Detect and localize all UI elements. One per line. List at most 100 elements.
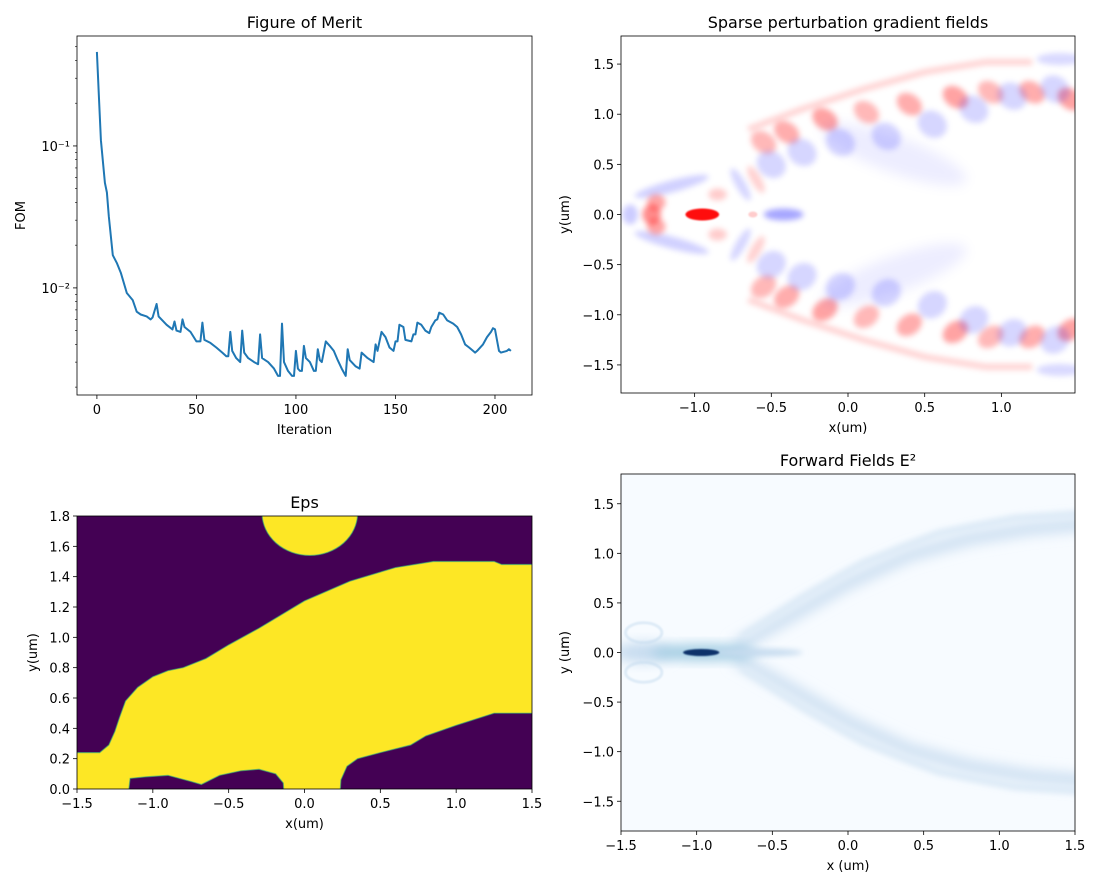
x-tick-label: 0.5 bbox=[913, 839, 934, 854]
y-tick-label: −1.0 bbox=[582, 309, 614, 324]
forward-field-axes: −1.5 −1.0 −0.5 0.0 0.5 1.0 1.5 1.5 1.0 0.5 0.0 −0.5… bbox=[558, 451, 1086, 874]
outer-red-arc bbox=[747, 59, 1033, 133]
blue-lobe bbox=[1040, 75, 1070, 103]
red-lobe bbox=[750, 275, 777, 299]
x-tick-label: −1.0 bbox=[137, 797, 169, 812]
blue-lobe bbox=[997, 82, 1027, 111]
blue-arc bbox=[634, 231, 709, 255]
blue-lobe bbox=[756, 150, 786, 179]
y-tick-label: 1.5 bbox=[593, 58, 614, 73]
x-tick-label: 0.0 bbox=[838, 839, 859, 854]
y-tick-label: 1.0 bbox=[593, 547, 614, 562]
eps-waveguide-region bbox=[77, 560, 532, 789]
chart-title: Figure of Merit bbox=[247, 13, 362, 32]
chart-title: Forward Fields E² bbox=[780, 451, 916, 470]
blue-lobe bbox=[787, 262, 817, 291]
red-lobe bbox=[750, 130, 777, 154]
y-axis-label: y (um) bbox=[558, 631, 573, 674]
red-lobe bbox=[853, 305, 880, 329]
blue-arc bbox=[730, 228, 751, 261]
x-tick-label: −1.0 bbox=[679, 401, 711, 416]
blue-lobe bbox=[959, 95, 989, 124]
blue-lobe bbox=[959, 305, 989, 334]
y-tick-label: 1.8 bbox=[49, 510, 70, 525]
x-tick-label: 0.0 bbox=[294, 797, 315, 812]
x-tick-label: 150 bbox=[383, 403, 408, 418]
y-tick-label: 1.0 bbox=[593, 108, 614, 123]
x-tick-label: 1.0 bbox=[989, 839, 1010, 854]
x-tick-label: −0.5 bbox=[213, 797, 245, 812]
chart-title: Eps bbox=[290, 493, 319, 512]
blue-lobe bbox=[1040, 326, 1070, 354]
blue-lobe bbox=[997, 318, 1027, 347]
x-axis-label: Iteration bbox=[277, 423, 332, 438]
field-lobe-arc bbox=[731, 517, 1075, 654]
y-tick-label: 10⁻¹ bbox=[41, 140, 70, 155]
red-lobe bbox=[773, 285, 800, 309]
x-tick-label: −0.5 bbox=[756, 401, 788, 416]
y-tick-label: −0.5 bbox=[582, 259, 614, 274]
eps-axes: −1.5 −1.0 −0.5 0.0 0.5 1.0 1.5 0.0 0.2 0.4 0.6 0.8 1… bbox=[26, 493, 543, 832]
y-axis-label: y(um) bbox=[26, 633, 41, 672]
x-tick-label: −1.5 bbox=[605, 839, 637, 854]
field-ring bbox=[624, 621, 664, 645]
axes-frame bbox=[76, 35, 533, 396]
x-tick-label: 0.5 bbox=[370, 797, 391, 812]
y-tick-label: −1.5 bbox=[582, 795, 614, 810]
y-tick-label: 0.0 bbox=[593, 647, 614, 662]
x-tick-label: 1.0 bbox=[446, 797, 467, 812]
y-tick-label: 1.4 bbox=[49, 571, 70, 586]
y-tick-label: 0.5 bbox=[593, 597, 614, 612]
y-tick-label: 0.0 bbox=[49, 783, 70, 798]
field-glow bbox=[711, 648, 803, 657]
field-lobe-arc bbox=[739, 510, 1075, 641]
field-lobe-arc bbox=[731, 651, 1075, 788]
red-lobe bbox=[977, 325, 1004, 349]
forward-field-image bbox=[621, 474, 1075, 831]
y-tick-label: 1.2 bbox=[49, 601, 70, 616]
y-tick-label: 1.5 bbox=[593, 498, 614, 513]
y-tick-label: −0.5 bbox=[582, 696, 614, 711]
blue-lobe bbox=[763, 208, 804, 221]
red-lobe bbox=[642, 204, 661, 225]
blue-lobe bbox=[917, 110, 947, 139]
field-lobe-arc bbox=[739, 664, 1075, 795]
blue-lobe bbox=[1036, 53, 1075, 66]
red-lobe bbox=[853, 100, 880, 124]
red-hotspot bbox=[685, 208, 720, 221]
x-tick-label: −1.5 bbox=[61, 797, 93, 812]
fom-axes: 0 50 100 150 200 10⁻¹ 10⁻² Figure of Merit Itera… bbox=[14, 13, 533, 438]
y-tick-label: 0.8 bbox=[49, 662, 70, 677]
x-axis-label: x (um) bbox=[827, 859, 870, 874]
x-tick-label: 200 bbox=[483, 403, 508, 418]
outer-red-arc bbox=[747, 296, 1033, 370]
y-tick-label: 10⁻² bbox=[41, 282, 70, 297]
red-lobe bbox=[748, 211, 758, 218]
blue-arc bbox=[634, 174, 709, 198]
gradient-field-axes: −1.0 −0.5 0.0 0.5 1.0 1.5 1.0 0.5 0.0 −0.5 −1.0 −1.… bbox=[558, 13, 1076, 436]
x-tick-label: 0 bbox=[93, 403, 101, 418]
y-tick-label: 1.0 bbox=[49, 631, 70, 646]
x-tick-label: 1.5 bbox=[522, 797, 543, 812]
x-tick-label: 1.0 bbox=[991, 401, 1012, 416]
eps-top-island bbox=[261, 516, 359, 557]
y-tick-label: −1.5 bbox=[582, 359, 614, 374]
fom-series-line bbox=[95, 51, 512, 377]
x-tick-label: 1.5 bbox=[1065, 839, 1086, 854]
field-hotspot bbox=[683, 649, 720, 656]
y-axis-label: FOM bbox=[14, 201, 29, 230]
red-arc bbox=[747, 165, 765, 193]
y-tick-label: 0.6 bbox=[49, 692, 70, 707]
red-lobe bbox=[977, 80, 1004, 104]
x-tick-label: −1.0 bbox=[681, 839, 713, 854]
blue-lobe bbox=[756, 250, 786, 279]
y-tick-label: 0.4 bbox=[49, 722, 70, 737]
eps-image bbox=[77, 516, 532, 789]
chart-title: Sparse perturbation gradient fields bbox=[708, 13, 989, 32]
blue-arc bbox=[730, 168, 751, 201]
y-tick-label: 0.2 bbox=[49, 753, 70, 768]
x-tick-label: 0.0 bbox=[838, 401, 859, 416]
red-lobe bbox=[773, 120, 800, 144]
x-axis-label: x(um) bbox=[285, 817, 324, 832]
